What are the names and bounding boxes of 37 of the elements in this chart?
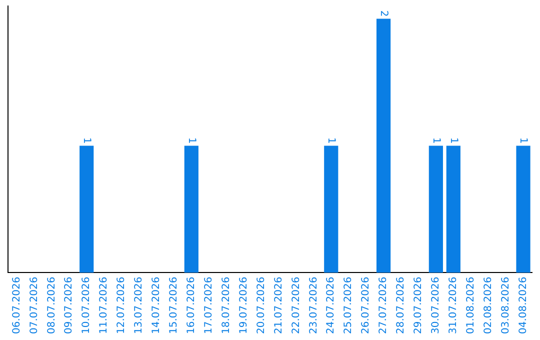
x-tick-label: 26.07.2026 [360, 276, 372, 334]
x-tick-label: 06.07.2026 [11, 276, 22, 334]
x-tick-label: 19.07.2026 [238, 276, 250, 334]
x-tick-label: 29.07.2026 [413, 276, 424, 334]
x-tick-label: 17.07.2026 [203, 276, 214, 334]
x-tick-label: 20.07.2026 [256, 276, 267, 334]
x-tick-label: 02.08.2026 [482, 276, 494, 334]
data-label: 2 [378, 10, 389, 17]
x-tick-label: 10.07.2026 [81, 276, 92, 334]
x-tick-label: 14.07.2026 [151, 276, 162, 334]
x-tick-label: 09.07.2026 [64, 276, 75, 334]
x-tick-label: 04.08.2026 [518, 276, 529, 334]
x-tick-label: 08.07.2026 [46, 276, 58, 334]
x-tick-label: 28.07.2026 [396, 276, 407, 334]
x-tick-label: 30.07.2026 [430, 276, 442, 334]
x-tick-label: 15.07.2026 [168, 276, 180, 334]
data-label: 1 [186, 137, 197, 144]
x-tick-label: 11.07.2026 [98, 276, 110, 334]
data-label: 1 [448, 137, 459, 144]
data-label: 1 [81, 137, 92, 144]
data-label: 1 [326, 137, 337, 144]
data-label: 1 [430, 137, 442, 144]
x-tick-label: 16.07.2026 [186, 276, 197, 334]
x-tick-label: 01.08.2026 [465, 276, 476, 334]
x-tick-label: 27.07.2026 [378, 276, 390, 334]
data-label: 1 [518, 137, 529, 144]
x-tick-label: 03.08.2026 [500, 276, 512, 334]
x-tick-label: 31.07.2026 [448, 276, 459, 334]
x-tick-label: 22.07.2026 [290, 276, 302, 334]
x-tick-label: 12.07.2026 [116, 276, 128, 334]
x-tick-label: 24.07.2026 [326, 276, 337, 334]
x-tick-label: 13.07.2026 [134, 276, 145, 334]
x-tick-label: 25.07.2026 [343, 276, 354, 334]
x-tick-label: 21.07.2026 [273, 276, 284, 334]
x-tick-label: 18.07.2026 [220, 276, 232, 334]
x-tick-label: 07.07.2026 [28, 276, 40, 334]
x-tick-label: 23.07.2026 [308, 276, 320, 334]
